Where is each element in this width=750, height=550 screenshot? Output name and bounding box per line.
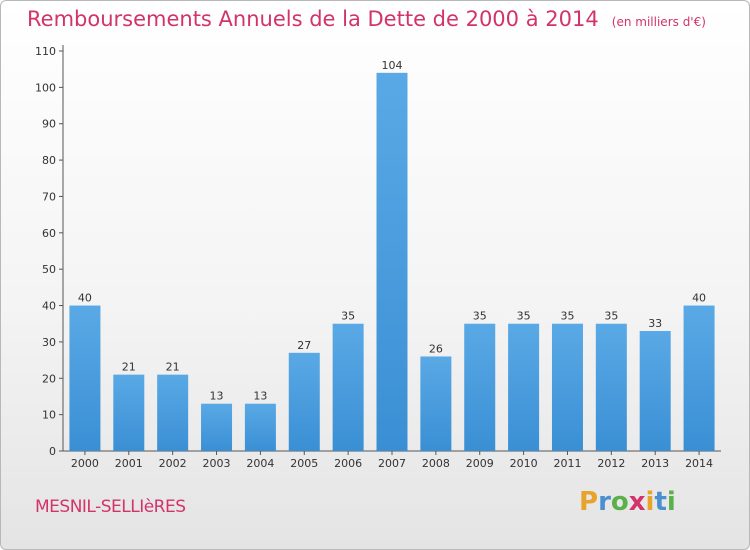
x-tick-label: 2007: [378, 457, 406, 470]
y-tick-label: 60: [42, 227, 56, 240]
x-tick-label: 2002: [159, 457, 187, 470]
y-tick-label: 80: [42, 154, 56, 167]
logo-letter: x: [628, 487, 646, 517]
bar: [157, 374, 189, 451]
bar-value-label: 13: [210, 390, 224, 403]
bar: [508, 323, 540, 451]
bar: [464, 323, 496, 451]
x-tick-label: 2012: [597, 457, 625, 470]
logo-letter: i: [645, 487, 655, 517]
bar-value-label: 40: [692, 292, 706, 305]
bar: [201, 403, 233, 451]
x-tick-label: 2009: [466, 457, 494, 470]
bar-value-label: 40: [78, 292, 92, 305]
chart-unit-note: (en milliers d'€): [611, 15, 706, 29]
bar-value-label: 35: [604, 310, 618, 323]
bar: [551, 323, 583, 451]
bar: [244, 403, 276, 451]
bar-value-label: 104: [382, 59, 403, 72]
bar-value-label: 13: [253, 390, 267, 403]
x-tick-label: 2000: [71, 457, 99, 470]
bar: [69, 305, 101, 451]
y-tick-label: 10: [42, 409, 56, 422]
x-tick-label: 2004: [246, 457, 274, 470]
chart-title-row: Remboursements Annuels de la Dette de 20…: [27, 7, 706, 31]
y-tick-label: 20: [42, 372, 56, 385]
logo-letter: P: [579, 487, 599, 517]
x-tick-label: 2005: [290, 457, 318, 470]
logo-letter: o: [610, 487, 629, 517]
logo-letter: i: [666, 487, 676, 517]
commune-name: MESNIL-SELLIèRES: [35, 497, 186, 517]
x-tick-label: 2013: [641, 457, 669, 470]
x-tick-label: 2001: [115, 457, 143, 470]
x-tick-label: 2008: [422, 457, 450, 470]
bar-value-label: 35: [517, 310, 531, 323]
y-tick-label: 40: [42, 300, 56, 313]
y-tick-label: 100: [35, 81, 56, 94]
bar-value-label: 35: [473, 310, 487, 323]
y-tick-label: 70: [42, 190, 56, 203]
logo-letter: t: [654, 487, 667, 517]
bar: [288, 352, 320, 451]
y-tick-label: 30: [42, 336, 56, 349]
bar: [420, 356, 452, 451]
bar: [376, 72, 408, 452]
x-tick-label: 2014: [685, 457, 713, 470]
y-tick-label: 50: [42, 263, 56, 276]
x-tick-label: 2010: [510, 457, 538, 470]
x-tick-label: 2006: [334, 457, 362, 470]
bar: [332, 323, 364, 451]
bar-value-label: 21: [166, 361, 180, 374]
chart-title: Remboursements Annuels de la Dette de 20…: [27, 7, 599, 31]
bar-value-label: 35: [560, 310, 574, 323]
x-tick-label: 2011: [553, 457, 581, 470]
bar: [595, 323, 627, 451]
bar: [639, 331, 671, 451]
bar: [683, 305, 715, 451]
bar-value-label: 27: [297, 339, 311, 352]
y-tick-label: 0: [49, 445, 56, 458]
bar-value-label: 26: [429, 342, 443, 355]
bar-value-label: 33: [648, 317, 662, 330]
logo-letter: r: [598, 487, 611, 517]
bar-value-label: 35: [341, 310, 355, 323]
y-tick-label: 110: [35, 45, 56, 58]
proxiti-logo: Proxiti: [579, 487, 676, 517]
y-tick-label: 90: [42, 118, 56, 131]
bar: [113, 374, 145, 451]
bar-value-label: 21: [122, 361, 136, 374]
x-tick-label: 2003: [203, 457, 231, 470]
